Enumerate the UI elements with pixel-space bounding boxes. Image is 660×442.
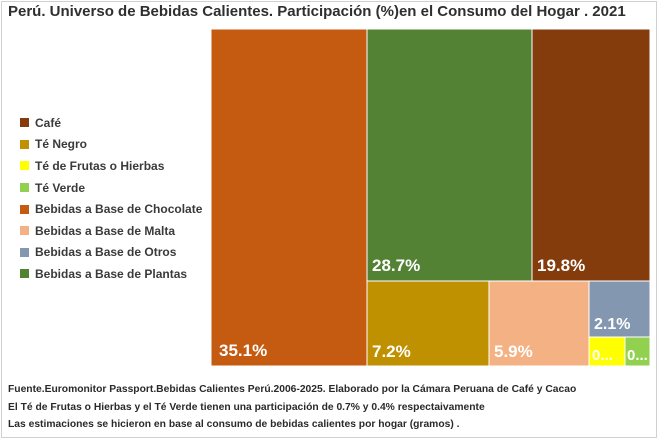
legend-item-bebidas-a-base-de-otros: Bebidas a Base de Otros (20, 242, 202, 264)
data-label-te-verde: 0... (627, 347, 648, 364)
legend-item-te-verde: Té Verde (20, 177, 202, 199)
legend-label: Té Negro (35, 137, 88, 152)
legend-label: Bebidas a Base de Chocolate (35, 202, 203, 217)
chart-title: Perú. Universo de Bebidas Calientes. Par… (8, 3, 626, 20)
treemap-tile-bebidas-a-base-de-plantas (366, 28, 533, 282)
data-label-bebidas-a-base-de-chocolate: 35.1% (219, 341, 267, 360)
legend-swatch (20, 204, 29, 214)
source-notes: Fuente.Euromonitor Passport.Bebidas Cali… (8, 381, 576, 434)
legend-swatch (20, 118, 29, 128)
legend-item-bebidas-a-base-de-malta: Bebidas a Base de Malta (20, 220, 202, 242)
legend-item-bebidas-a-base-de-chocolate: Bebidas a Base de Chocolate (20, 198, 202, 220)
treemap-tile-bebidas-a-base-de-malta (488, 280, 590, 367)
legend-swatch (20, 226, 29, 236)
legend-label: Té Verde (35, 180, 86, 195)
legend-item-te-de-frutas-o-hierbas: Té de Frutas o Hierbas (20, 155, 202, 177)
legend-label: Té de Frutas o Hierbas (35, 158, 165, 173)
treemap-tile-bebidas-a-base-de-chocolate (210, 28, 368, 367)
note-line: El Té de Frutas o Hierbas y el Té Verde … (8, 401, 485, 413)
data-label-te-de-frutas-o-hierbas: 0... (592, 347, 613, 364)
legend-swatch (20, 269, 29, 279)
data-label-bebidas-a-base-de-plantas: 28.7% (372, 256, 420, 275)
legend-label: Bebidas a Base de Otros (35, 245, 177, 260)
treemap-tile-te-negro (366, 280, 490, 367)
legend-item-cafe: Café (20, 112, 202, 134)
data-label-bebidas-a-base-de-malta: 5.9% (494, 342, 533, 361)
legend-swatch (20, 161, 29, 171)
legend-label: Bebidas a Base de Malta (35, 223, 176, 238)
legend-swatch (20, 183, 29, 193)
data-label-bebidas-a-base-de-otros: 2.1% (594, 316, 630, 333)
legend-label: Café (35, 115, 62, 130)
estimation-line: Las estimaciones se hicieron en base al … (8, 419, 460, 430)
legend: Café Té Negro Té de Frutas o Hierbas Té Ver… (20, 112, 202, 285)
legend-item-te-negro: Té Negro (20, 134, 202, 156)
legend-swatch (20, 139, 29, 149)
source-line: Fuente.Euromonitor Passport.Bebidas Cali… (8, 384, 577, 395)
legend-swatch (20, 247, 29, 257)
data-label-cafe: 19.8% (537, 256, 585, 275)
legend-label: Bebidas a Base de Plantas (35, 266, 188, 281)
treemap-tile-te-verde (624, 336, 651, 367)
legend-item-bebidas-a-base-de-plantas: Bebidas a Base de Plantas (20, 263, 202, 285)
treemap-tile-cafe (531, 28, 651, 282)
data-label-te-negro: 7.2% (372, 342, 411, 361)
